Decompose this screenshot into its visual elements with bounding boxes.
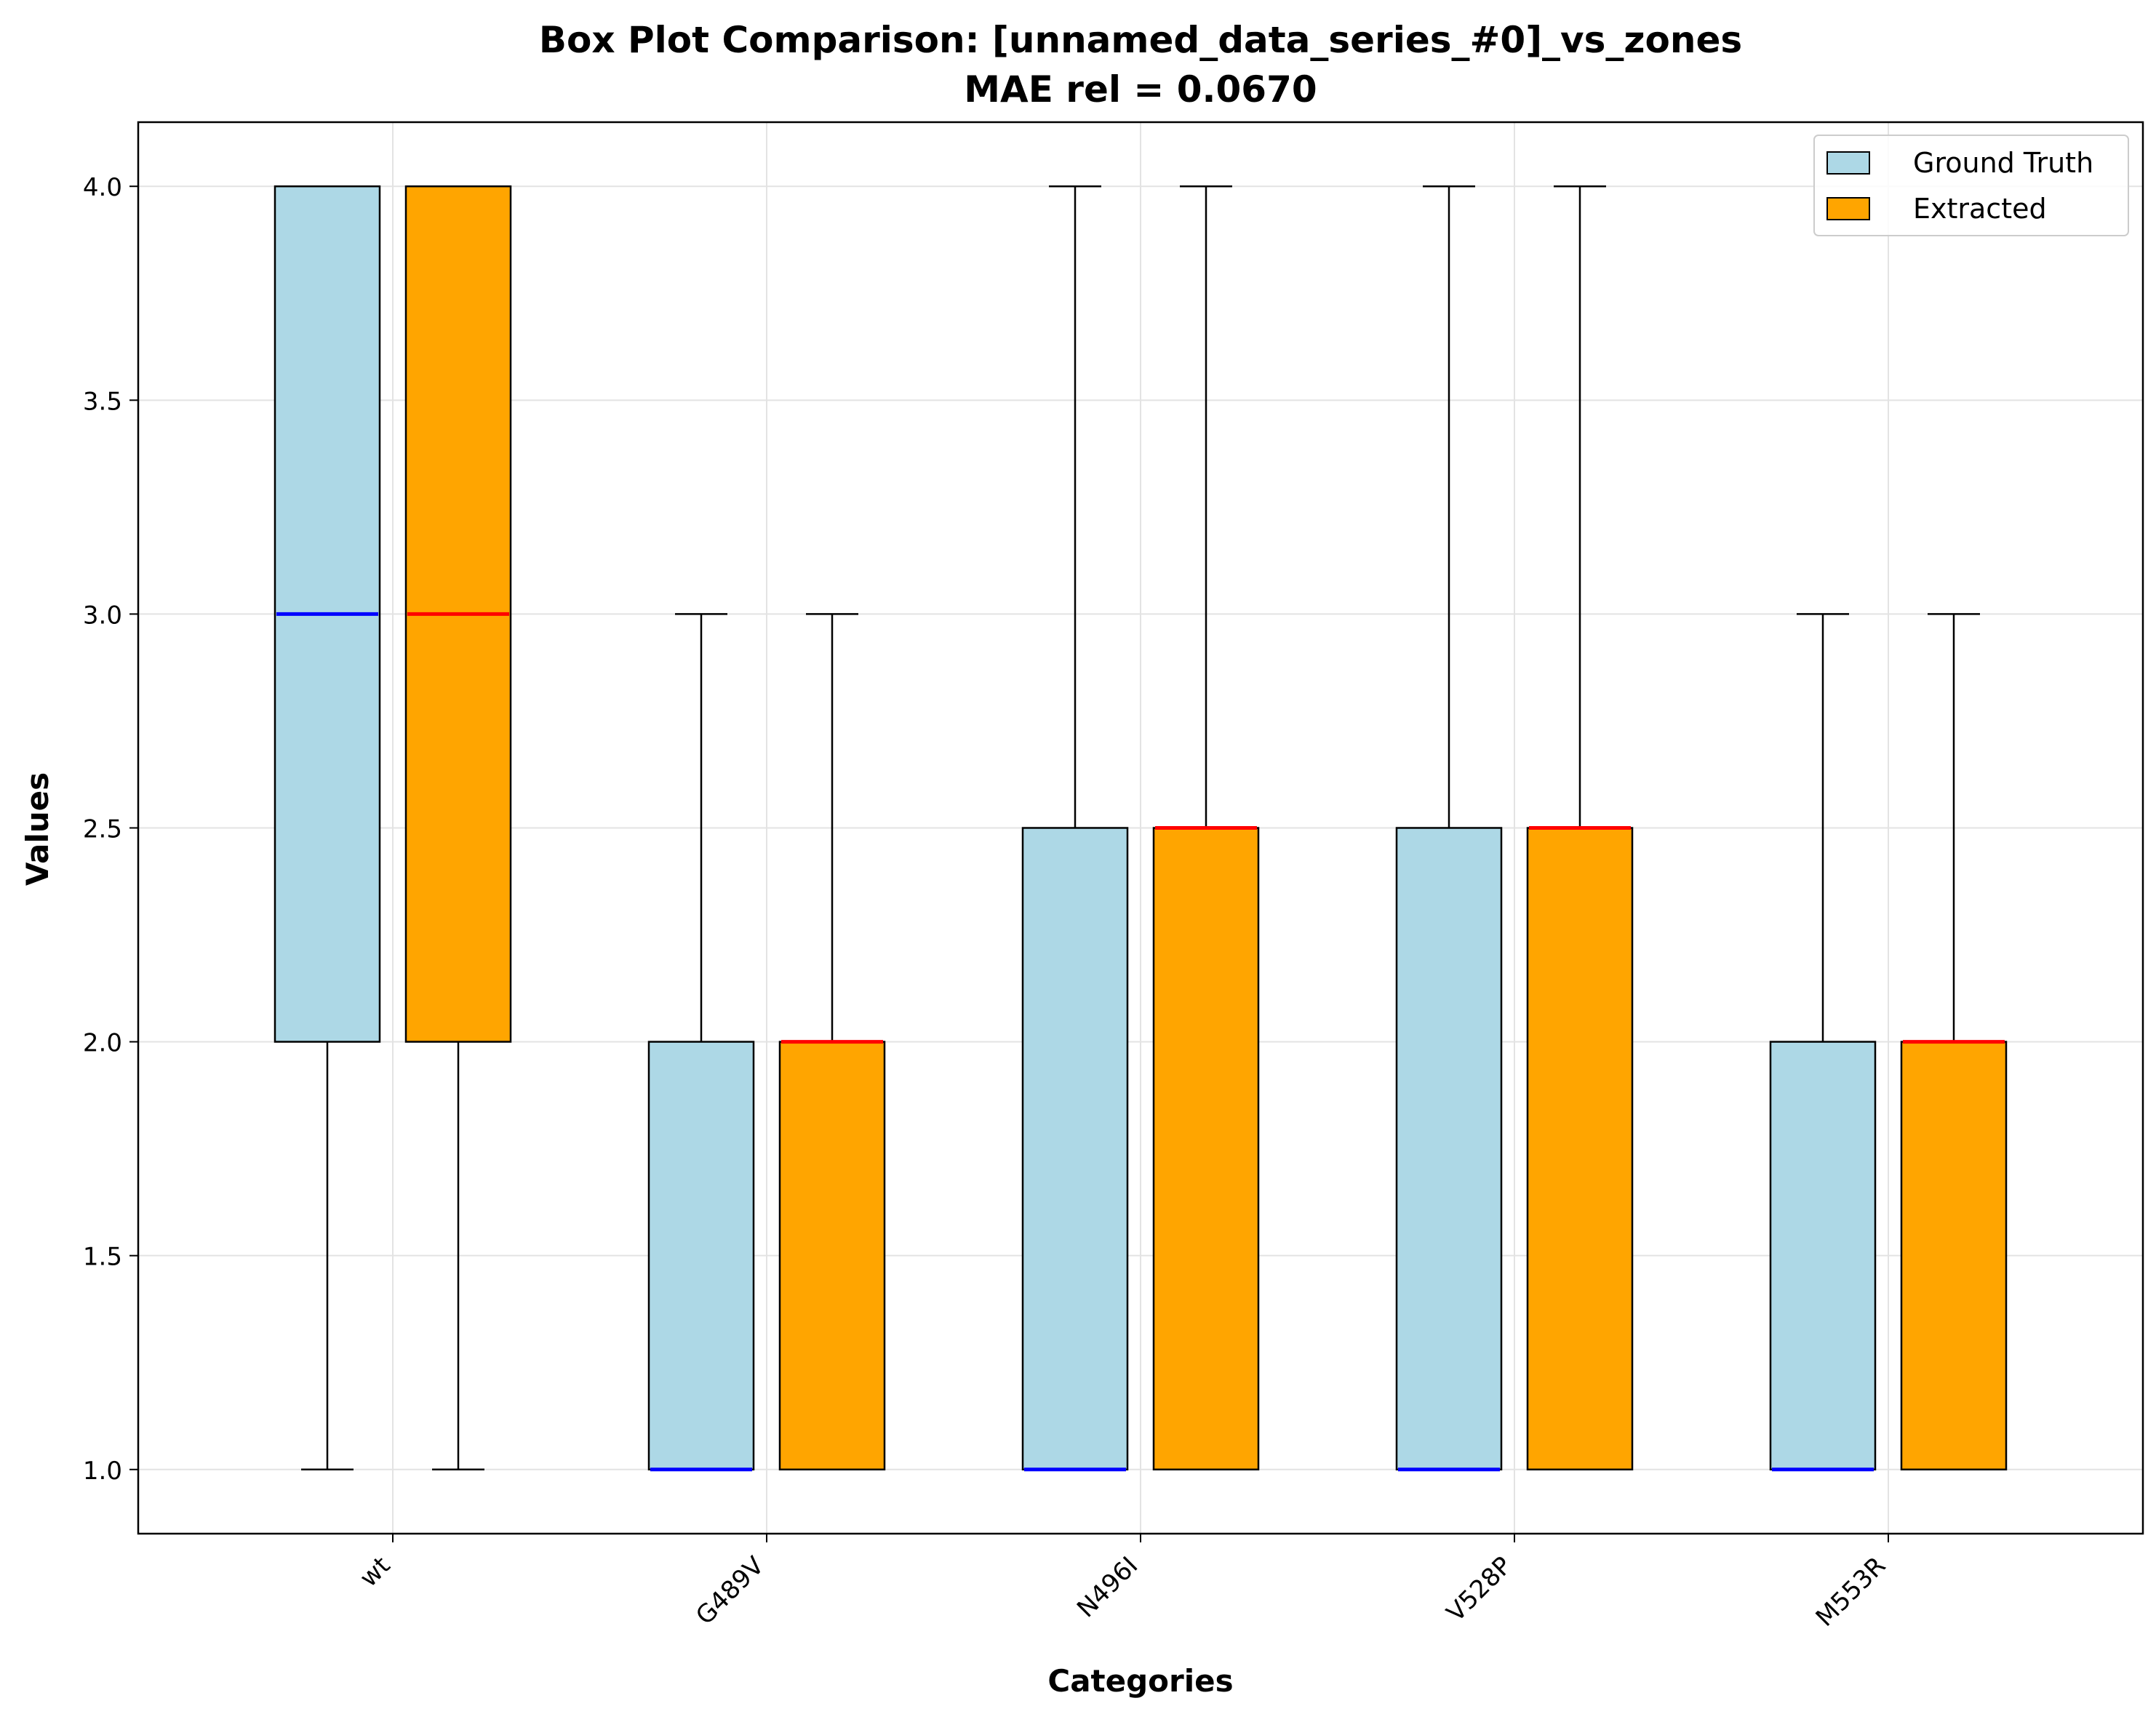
chart-subtitle: MAE rel = 0.0670 <box>964 68 1317 111</box>
box-extracted-g489v <box>778 613 886 1471</box>
y-axis-label: Values <box>20 772 55 886</box>
box-body <box>1900 1041 2008 1471</box>
box-body <box>1021 827 1129 1471</box>
y-tick-label: 1.0 <box>83 1457 122 1486</box>
legend-label-extracted: Extracted <box>1913 193 2047 225</box>
box-ground-truth-n496i <box>1021 185 1129 1472</box>
box-ground-truth-v528p <box>1395 185 1503 1472</box>
legend-label-ground-truth: Ground Truth <box>1913 147 2093 179</box>
y-tick-label: 2.0 <box>83 1029 122 1058</box>
chart-title: Box Plot Comparison: [unnamed_data_serie… <box>539 19 1742 61</box>
legend: Ground Truth Extracted <box>1813 135 2129 236</box>
box-ground-truth-wt <box>274 185 381 1471</box>
legend-swatch-extracted <box>1826 197 1870 220</box>
box-extracted-n496i <box>1152 185 1260 1471</box>
box-extracted-v528p <box>1526 185 1634 1471</box>
y-tick-label: 2.5 <box>83 815 122 844</box>
box-body <box>1769 1041 1877 1471</box>
y-tick-label: 1.5 <box>83 1243 122 1272</box>
box-body <box>778 1041 886 1471</box>
box-ground-truth-m553r <box>1769 613 1877 1472</box>
box-body <box>1152 827 1260 1471</box>
y-tick-label: 3.0 <box>83 601 122 630</box>
box-ground-truth-g489v <box>647 613 755 1472</box>
box-body <box>1526 827 1634 1471</box>
y-tick-label: 4.0 <box>83 173 122 202</box>
box-body <box>1395 827 1503 1471</box>
box-extracted-wt <box>404 185 512 1471</box>
y-tick-label: 3.5 <box>83 387 122 416</box>
box-body <box>647 1041 755 1471</box>
x-axis-label: Categories <box>1047 1663 1233 1699</box>
legend-swatch-ground-truth <box>1826 151 1870 175</box>
box-extracted-m553r <box>1900 613 2008 1471</box>
boxes <box>274 185 2008 1472</box>
legend-frame <box>1813 135 2129 236</box>
